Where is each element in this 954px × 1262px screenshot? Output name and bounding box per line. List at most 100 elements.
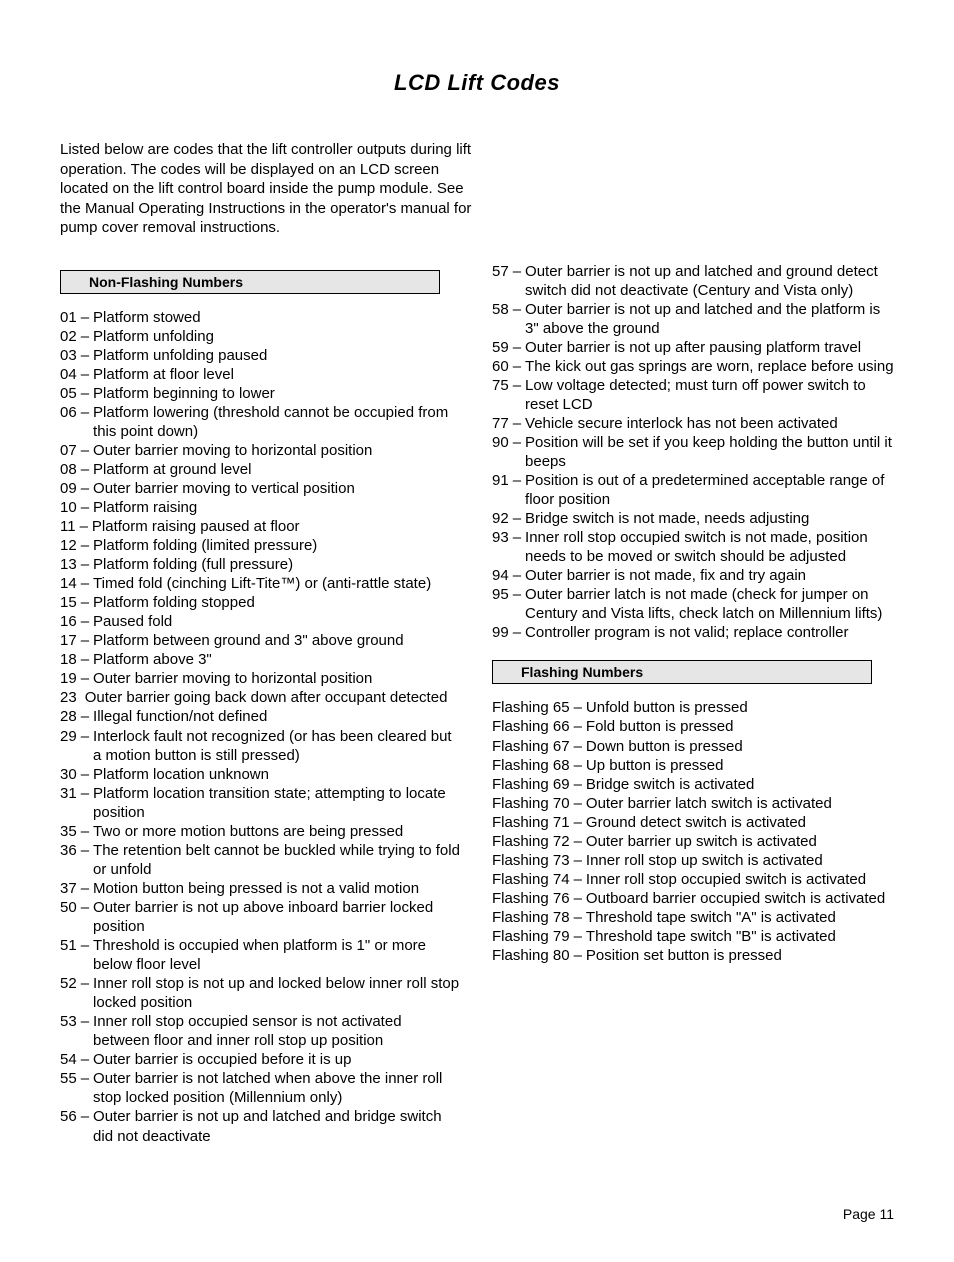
code-item: 95–Outer barrier latch is not made (chec… — [492, 585, 894, 623]
code-separator: – — [509, 338, 525, 357]
code-description: Threshold tape switch "B" is activated — [586, 927, 894, 946]
code-number: 94 — [492, 566, 509, 585]
code-number: 51 — [60, 936, 77, 974]
code-separator: – — [570, 737, 586, 756]
code-description: Outer barrier moving to horizontal posit… — [93, 441, 462, 460]
code-item: Flashing 78–Threshold tape switch "A" is… — [492, 908, 894, 927]
code-description: Threshold tape switch "A" is activated — [586, 908, 894, 927]
code-separator: – — [77, 308, 93, 327]
code-item: Flashing 65–Unfold button is pressed — [492, 698, 894, 717]
code-separator: – — [77, 327, 93, 346]
code-description: Threshold is occupied when platform is 1… — [93, 936, 462, 974]
code-number: 10 — [60, 498, 77, 517]
code-number: 05 — [60, 384, 77, 403]
code-number: Flashing 72 — [492, 832, 570, 851]
content-columns: Non-Flashing Numbers 01–Platform stowed0… — [60, 262, 894, 1146]
code-item: 55–Outer barrier is not latched when abo… — [60, 1069, 462, 1107]
code-description: Unfold button is pressed — [586, 698, 894, 717]
code-description: The retention belt cannot be buckled whi… — [93, 841, 462, 879]
code-separator: – — [77, 669, 93, 688]
code-description: Up button is pressed — [586, 756, 894, 775]
code-description: Platform between ground and 3" above gro… — [93, 631, 462, 650]
code-number: 99 — [492, 623, 509, 642]
code-description: Platform folding (full pressure) — [93, 555, 462, 574]
code-separator: – — [570, 756, 586, 775]
code-separator: – — [509, 433, 525, 471]
code-item: 50–Outer barrier is not up above inboard… — [60, 898, 462, 936]
code-description: Position will be set if you keep holding… — [525, 433, 894, 471]
code-separator: – — [77, 974, 93, 1012]
code-separator: – — [77, 593, 93, 612]
flashing-header: Flashing Numbers — [492, 660, 872, 684]
code-separator: – — [509, 300, 525, 338]
code-separator: – — [77, 898, 93, 936]
code-item: 58–Outer barrier is not up and latched a… — [492, 300, 894, 338]
code-item: 07–Outer barrier moving to horizontal po… — [60, 441, 462, 460]
code-number: Flashing 68 — [492, 756, 570, 775]
code-item: 28–Illegal function/not defined — [60, 707, 462, 726]
code-number: 15 — [60, 593, 77, 612]
code-description: Platform unfolding — [93, 327, 462, 346]
code-separator: – — [77, 784, 93, 822]
code-number: Flashing 71 — [492, 813, 570, 832]
code-separator: – — [77, 365, 93, 384]
code-item: 10–Platform raising — [60, 498, 462, 517]
code-number: 07 — [60, 441, 77, 460]
code-item: Flashing 73–Inner roll stop up switch is… — [492, 851, 894, 870]
non-flashing-header: Non-Flashing Numbers — [60, 270, 440, 294]
code-number: Flashing 80 — [492, 946, 570, 965]
code-separator: – — [77, 822, 93, 841]
code-item: 57–Outer barrier is not up and latched a… — [492, 262, 894, 300]
code-description: The kick out gas springs are worn, repla… — [525, 357, 894, 376]
code-item: 60–The kick out gas springs are worn, re… — [492, 357, 894, 376]
code-item: 94–Outer barrier is not made, fix and tr… — [492, 566, 894, 585]
code-description: Outer barrier is not up and latched and … — [525, 262, 894, 300]
code-separator: – — [77, 1050, 93, 1069]
code-item: 08–Platform at ground level — [60, 460, 462, 479]
code-description: Outer barrier up switch is activated — [586, 832, 894, 851]
code-number: 12 — [60, 536, 77, 555]
code-description: Outer barrier is occupied before it is u… — [93, 1050, 462, 1069]
code-separator: – — [570, 775, 586, 794]
code-separator: – — [570, 794, 586, 813]
code-number: 93 — [492, 528, 509, 566]
code-description: Inner roll stop is not up and locked bel… — [93, 974, 462, 1012]
code-number: 55 — [60, 1069, 77, 1107]
code-item: 36–The retention belt cannot be buckled … — [60, 841, 462, 879]
code-item: 23 Outer barrier going back down after o… — [60, 688, 462, 707]
code-number: 23 — [60, 688, 77, 707]
code-number: Flashing 66 — [492, 717, 570, 736]
code-item: 12–Platform folding (limited pressure) — [60, 536, 462, 555]
code-item: 18–Platform above 3" — [60, 650, 462, 669]
code-separator: – — [77, 1069, 93, 1107]
code-item: 52–Inner roll stop is not up and locked … — [60, 974, 462, 1012]
code-number: 17 — [60, 631, 77, 650]
code-number: 56 — [60, 1107, 77, 1145]
code-description: Inner roll stop occupied sensor is not a… — [93, 1012, 462, 1050]
code-separator: – — [570, 813, 586, 832]
code-separator: – — [77, 384, 93, 403]
code-separator: – — [509, 566, 525, 585]
code-item: 75–Low voltage detected; must turn off p… — [492, 376, 894, 414]
code-description: Bridge switch is not made, needs adjusti… — [525, 509, 894, 528]
code-description: Outer barrier going back down after occu… — [85, 688, 462, 707]
code-separator: – — [509, 528, 525, 566]
code-separator: – — [77, 936, 93, 974]
code-description: Platform unfolding paused — [93, 346, 462, 365]
code-description: Down button is pressed — [586, 737, 894, 756]
code-item: Flashing 69–Bridge switch is activated — [492, 775, 894, 794]
code-separator: – — [509, 414, 525, 433]
code-number: 31 — [60, 784, 77, 822]
code-item: 03–Platform unfolding paused — [60, 346, 462, 365]
code-description: Platform lowering (threshold cannot be o… — [93, 403, 462, 441]
code-description: Outer barrier is not made, fix and try a… — [525, 566, 894, 585]
code-item: 05–Platform beginning to lower — [60, 384, 462, 403]
code-number: 92 — [492, 509, 509, 528]
code-separator: – — [77, 1012, 93, 1050]
code-description: Platform raising — [93, 498, 462, 517]
code-separator: – — [570, 851, 586, 870]
code-number: 01 — [60, 308, 77, 327]
code-item: 11–Platform raising paused at floor — [60, 517, 462, 536]
code-item: 53–Inner roll stop occupied sensor is no… — [60, 1012, 462, 1050]
code-description: Controller program is not valid; replace… — [525, 623, 894, 642]
